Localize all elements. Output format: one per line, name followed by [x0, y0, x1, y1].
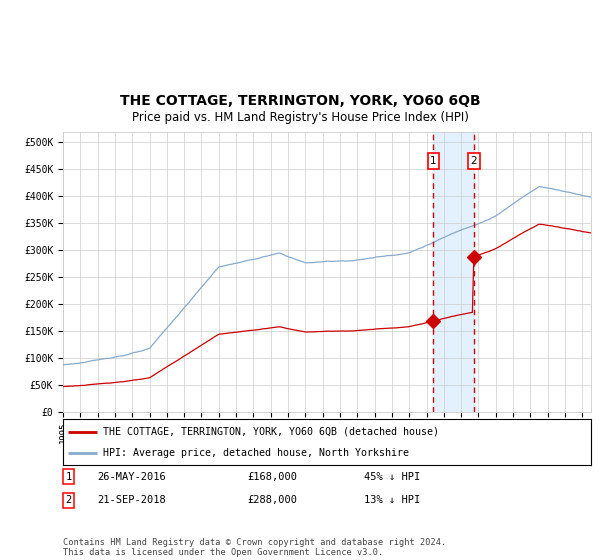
Text: Price paid vs. HM Land Registry's House Price Index (HPI): Price paid vs. HM Land Registry's House … [131, 111, 469, 124]
Text: HPI: Average price, detached house, North Yorkshire: HPI: Average price, detached house, Nort… [103, 449, 409, 458]
Text: 21-SEP-2018: 21-SEP-2018 [97, 496, 166, 506]
Text: 2: 2 [470, 156, 477, 166]
Text: THE COTTAGE, TERRINGTON, YORK, YO60 6QB (detached house): THE COTTAGE, TERRINGTON, YORK, YO60 6QB … [103, 427, 439, 437]
Text: 1: 1 [430, 156, 437, 166]
Text: 45% ↓ HPI: 45% ↓ HPI [364, 472, 420, 482]
Text: THE COTTAGE, TERRINGTON, YORK, YO60 6QB: THE COTTAGE, TERRINGTON, YORK, YO60 6QB [119, 94, 481, 108]
Text: 1: 1 [65, 472, 72, 482]
Bar [433, 132, 473, 412]
Text: £288,000: £288,000 [248, 496, 298, 506]
Text: Contains HM Land Registry data © Crown copyright and database right 2024.
This d: Contains HM Land Registry data © Crown c… [63, 538, 446, 557]
Text: 2: 2 [65, 496, 72, 506]
Text: 13% ↓ HPI: 13% ↓ HPI [364, 496, 420, 506]
Text: 26-MAY-2016: 26-MAY-2016 [97, 472, 166, 482]
Text: £168,000: £168,000 [248, 472, 298, 482]
